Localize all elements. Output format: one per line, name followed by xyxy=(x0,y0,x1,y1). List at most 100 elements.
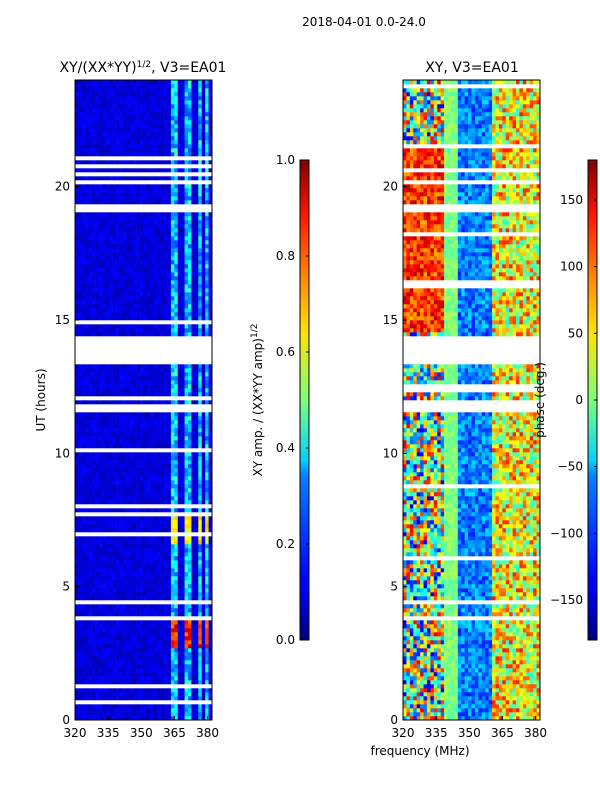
heatmap-cell xyxy=(112,540,117,545)
heatmap-cell xyxy=(105,564,110,569)
heatmap-cell xyxy=(160,232,165,237)
heatmap-cell xyxy=(146,652,151,657)
heatmap-cell xyxy=(95,296,100,301)
heatmap-cell xyxy=(208,580,213,585)
heatmap-cell xyxy=(188,540,192,545)
heatmap-cell xyxy=(136,628,141,633)
heatmap-cell xyxy=(92,272,96,277)
heatmap-cell xyxy=(109,376,113,381)
heatmap-cell xyxy=(160,412,165,417)
heatmap-cell xyxy=(160,416,165,421)
heatmap-cell xyxy=(112,712,117,717)
heatmap-cell xyxy=(150,148,155,153)
heatmap-cell xyxy=(167,248,172,253)
heatmap-cell xyxy=(81,604,86,609)
heatmap-cell xyxy=(122,572,127,577)
heatmap-cell xyxy=(201,440,206,445)
heatmap-cell xyxy=(122,592,127,597)
heatmap-cell xyxy=(164,148,168,153)
heatmap-cell xyxy=(116,440,120,445)
heatmap-cell xyxy=(109,332,113,337)
heatmap-cell xyxy=(88,652,93,657)
heatmap-cell xyxy=(201,624,206,629)
heatmap-cell xyxy=(112,392,117,397)
heatmap-cell xyxy=(85,124,89,129)
heatmap-cell xyxy=(98,196,103,201)
heatmap-cell xyxy=(112,308,117,313)
heatmap-cell xyxy=(143,476,148,481)
heatmap-cell xyxy=(78,568,83,573)
heatmap-cell xyxy=(157,308,161,313)
heatmap-cell xyxy=(194,544,199,549)
heatmap-cell xyxy=(181,416,185,421)
heatmap-cell xyxy=(109,452,113,457)
heatmap-cell xyxy=(95,152,100,157)
heatmap-cell xyxy=(119,312,124,317)
heatmap-cell xyxy=(177,672,182,677)
heatmap-cell xyxy=(143,312,148,317)
heatmap-cell xyxy=(92,328,96,333)
heatmap-cell xyxy=(194,536,199,541)
heatmap-cell xyxy=(119,412,124,417)
heatmap-cell xyxy=(116,280,120,285)
heatmap-cell xyxy=(116,592,120,597)
heatmap-cell xyxy=(184,264,189,269)
heatmap-cell xyxy=(109,444,113,449)
heatmap-cell xyxy=(157,464,161,469)
heatmap-cell xyxy=(129,392,134,397)
heatmap-cell xyxy=(98,528,103,533)
heatmap-cell xyxy=(150,620,155,625)
heatmap-cell xyxy=(174,384,179,389)
heatmap-cell xyxy=(160,708,165,713)
heatmap-cell xyxy=(201,412,206,417)
heatmap-cell xyxy=(102,624,107,629)
heatmap-cell xyxy=(146,476,151,481)
heatmap-cell xyxy=(201,188,206,193)
heatmap-cell xyxy=(78,244,83,249)
heatmap-cell xyxy=(136,548,141,553)
heatmap-cell xyxy=(150,460,155,465)
heatmap-cell xyxy=(194,328,199,333)
heatmap-cell xyxy=(95,424,100,429)
heatmap-cell xyxy=(164,500,168,505)
heatmap-cell xyxy=(102,592,107,597)
heatmap-cell xyxy=(136,232,141,237)
heatmap-cell xyxy=(174,636,179,641)
heatmap-cell xyxy=(102,452,107,457)
heatmap-cell xyxy=(153,624,158,629)
heatmap-cell xyxy=(201,648,206,653)
heatmap-cell xyxy=(126,268,131,273)
heatmap-cell xyxy=(81,248,86,253)
heatmap-cell xyxy=(95,556,100,561)
heatmap-cell xyxy=(112,552,117,557)
heatmap-cell xyxy=(78,496,83,501)
heatmap-cell xyxy=(98,124,103,129)
heatmap-cell xyxy=(105,660,110,665)
heatmap-cell xyxy=(109,368,113,373)
heatmap-cell xyxy=(170,636,175,641)
heatmap-cell xyxy=(150,192,155,197)
heatmap-cell xyxy=(129,560,134,565)
heatmap-cell xyxy=(184,668,189,673)
heatmap-cell xyxy=(194,276,199,281)
heatmap-cell xyxy=(140,592,144,597)
heatmap-cell xyxy=(129,304,134,309)
heatmap-cell xyxy=(208,300,213,305)
heatmap-cell xyxy=(75,260,79,265)
heatmap-cell xyxy=(81,128,86,133)
heatmap-cell xyxy=(157,240,161,245)
heatmap-cell xyxy=(188,548,192,553)
heatmap-cell xyxy=(126,248,131,253)
heatmap-cell xyxy=(191,312,196,317)
heatmap-cell xyxy=(143,472,148,477)
heatmap-cell xyxy=(188,680,192,685)
heatmap-cell xyxy=(153,200,158,205)
heatmap-cell xyxy=(98,564,103,569)
heatmap-cell xyxy=(105,692,110,697)
heatmap-cell xyxy=(201,392,206,397)
heatmap-cell xyxy=(85,676,89,681)
heatmap-cell xyxy=(150,212,155,217)
heatmap-cell xyxy=(133,388,137,393)
heatmap-cell xyxy=(188,140,192,145)
heatmap-cell xyxy=(92,580,96,585)
